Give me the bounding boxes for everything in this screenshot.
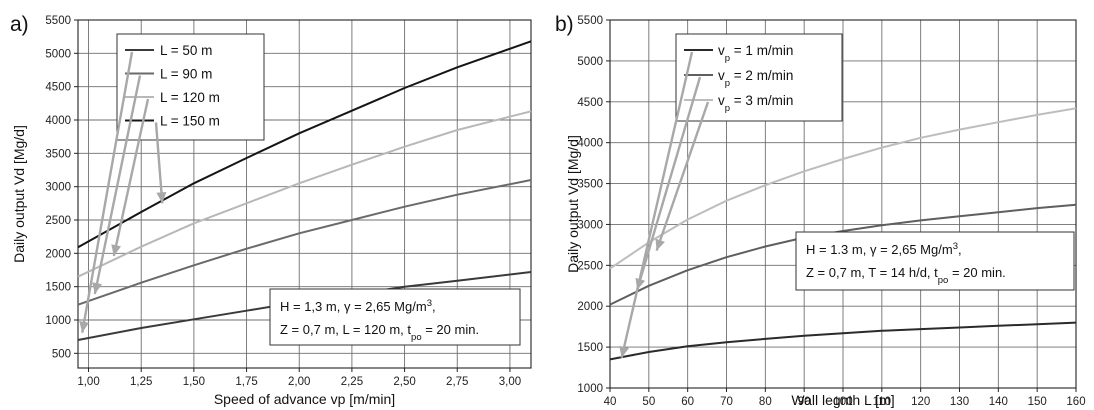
- series-line-3: [609, 107, 1077, 270]
- y-axis-ticks: 1000 1500 2000 2500 3000 3500 4000 4500 5000 5500: [577, 15, 610, 395]
- arrow-head: [635, 277, 646, 290]
- x-tick-label: 40: [604, 396, 617, 408]
- arrow-shaft: [655, 101, 710, 252]
- x-tick-label: 100: [833, 396, 852, 408]
- series-line-1: [609, 321, 1077, 361]
- legend: vp = 1 m/min vp = 2 m/min vp = 3 m/min: [675, 33, 843, 122]
- legend-label: vp = 1 m/min: [718, 43, 793, 64]
- y-tick-label: 5500: [577, 15, 603, 27]
- x-tick-label: 150: [1028, 396, 1047, 408]
- x-tick-label: 1,75: [235, 376, 257, 388]
- panel-letter: a): [10, 13, 29, 36]
- legend-label: vp = 2 m/min: [718, 68, 793, 89]
- chart-panel-b: 40 50 60 70 80 90 100 110 120 130 140 150 160 1000 150…: [555, 13, 1086, 408]
- x-tick-label: 2,25: [341, 376, 363, 388]
- parameter-note: H = 1.3 m, γ = 2,65 Mg/m3, Z = 0,7 m, T =…: [795, 231, 1075, 291]
- x-tick-label: 80: [759, 396, 772, 408]
- y-tick-label: 5500: [45, 15, 71, 27]
- y-tick-label: 500: [52, 348, 71, 360]
- legend-box: [116, 33, 265, 141]
- y-tick-label: 5000: [577, 56, 603, 68]
- x-tick-label: 140: [989, 396, 1008, 408]
- series-line-2: [77, 179, 532, 306]
- arrow-shaft: [154, 122, 164, 204]
- legend-arrows: [619, 51, 710, 359]
- y-tick-label: 3500: [577, 179, 603, 191]
- legend-label: L = 150 m: [160, 114, 220, 129]
- y-tick-label: 3000: [45, 182, 71, 194]
- legend-label: L = 120 m: [160, 90, 220, 105]
- x-tick-label: 70: [720, 396, 733, 408]
- arrow-shaft: [620, 51, 694, 359]
- note-line: H = 1,3 m, γ = 2,65 Mg/m3,: [280, 298, 436, 315]
- arrow-shaft: [93, 75, 142, 295]
- y-tick-label: 2000: [577, 301, 603, 313]
- legend-label: L = 90 m: [160, 67, 212, 82]
- legend-arrows: [79, 51, 167, 333]
- x-tick-label: 110: [873, 396, 891, 408]
- x-tick-label: 90: [798, 396, 811, 408]
- x-tick-label: 2,75: [446, 376, 468, 388]
- panel-letter: b): [555, 13, 574, 36]
- y-axis-ticks: 500 1000 1500 2000 2500 3000 3500 4000 4500 5000 5…: [45, 15, 78, 360]
- note-line: Z = 0,7 m, L = 120 m, tpo = 20 min.: [280, 322, 479, 343]
- y-tick-label: 4000: [45, 115, 71, 127]
- y-axis-label: Daily output Vd [Mg/d]: [565, 135, 581, 273]
- series-line-2: [609, 203, 1077, 306]
- arrow-shaft: [81, 51, 134, 333]
- x-tick-label: 1,00: [77, 376, 99, 388]
- y-tick-label: 4500: [45, 82, 71, 94]
- arrow-head: [111, 244, 122, 256]
- y-tick-label: 2500: [577, 260, 603, 272]
- y-tick-label: 2500: [45, 215, 71, 227]
- arrow-shaft: [112, 98, 150, 257]
- y-tick-label: 2000: [45, 248, 71, 260]
- y-tick-label: 3000: [577, 219, 603, 231]
- parameter-note: H = 1,3 m, γ = 2,65 Mg/m3, Z = 0,7 m, L =…: [269, 288, 521, 346]
- series-line-3: [77, 110, 532, 278]
- y-tick-label: 1000: [45, 315, 71, 327]
- x-tick-label: 130: [950, 396, 969, 408]
- x-axis-label: Speed of advance vp [m/min]: [214, 391, 395, 407]
- y-tick-label: 5000: [45, 48, 71, 60]
- x-axis-label: Wall legnth L [m]: [791, 392, 894, 408]
- legend-box: [675, 33, 843, 122]
- legend: L = 50 m L = 90 m L = 120 m L = 150 m: [116, 33, 265, 141]
- chart-panel-a: 1,00 1,25 1,50 1,75 2,00 2,25 2,50 2,75 3,00 500 1…: [10, 13, 532, 407]
- arrow-shaft: [636, 76, 702, 291]
- arrow-head: [79, 320, 90, 333]
- note-box: [795, 231, 1075, 291]
- legend-label: L = 50 m: [160, 43, 212, 58]
- x-tick-label: 2,50: [393, 376, 415, 388]
- arrow-head: [619, 345, 629, 358]
- note-line: H = 1.3 m, γ = 2,65 Mg/m3,: [806, 241, 962, 258]
- grid-lines: [78, 20, 531, 368]
- y-tick-label: 4500: [577, 97, 603, 109]
- x-axis-ticks: 40 50 60 70 80 90 100 110 120 130 140 150 160: [604, 388, 1086, 408]
- arrow-head: [156, 191, 167, 204]
- x-tick-label: 160: [1066, 396, 1085, 408]
- y-tick-label: 4000: [577, 138, 603, 150]
- note-line: Z = 0,7 m, T = 14 h/d, tpo = 20 min.: [806, 265, 1006, 286]
- x-tick-label: 3,00: [499, 376, 521, 388]
- x-axis-ticks: 1,00 1,25 1,50 1,75 2,00 2,25 2,50 2,75 3,00: [77, 368, 521, 388]
- y-tick-label: 1000: [577, 383, 603, 395]
- series-line-4: [77, 40, 532, 249]
- y-tick-label: 1500: [577, 342, 603, 354]
- x-tick-label: 50: [642, 396, 655, 408]
- note-box: [269, 288, 521, 346]
- y-axis-label: Daily output Vd [Mg/d]: [11, 125, 27, 263]
- arrow-head: [655, 238, 665, 251]
- x-tick-label: 1,25: [130, 376, 152, 388]
- x-tick-label: 60: [681, 396, 694, 408]
- legend-label: vp = 3 m/min: [718, 93, 793, 114]
- plot-frame: [77, 19, 532, 369]
- arrow-head: [92, 282, 102, 294]
- x-tick-label: 1,50: [183, 376, 205, 388]
- y-tick-label: 3500: [45, 148, 71, 160]
- x-tick-label: 2,00: [288, 376, 310, 388]
- y-tick-label: 1500: [45, 282, 71, 294]
- x-tick-label: 120: [911, 396, 930, 408]
